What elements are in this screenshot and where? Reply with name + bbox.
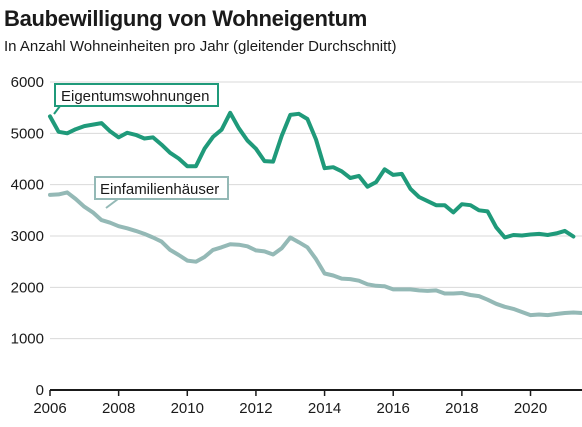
- grid-lines: [50, 81, 582, 340]
- einfamilien-callout-pointer: [105, 198, 119, 209]
- y-tick-label-3000: 3000: [11, 228, 44, 245]
- chart-subtitle: In Anzahl Wohneinheiten pro Jahr (gleite…: [4, 38, 397, 55]
- x-tick-label-2014: 2014: [308, 400, 341, 417]
- einfamilien-callout-label: Einfamilienhäuser: [100, 181, 219, 198]
- x-tick-label-2008: 2008: [102, 400, 135, 417]
- eigentum-callout-label: Eigentumswohnungen: [61, 88, 209, 105]
- eigentum-callout-box: [54, 83, 219, 107]
- x-tick-label-2018: 2018: [445, 400, 478, 417]
- annotation-callouts: Eigentumswohnungen Einfamilienhäuser: [53, 83, 229, 209]
- eigentumswohnungen-line: [48, 110, 576, 240]
- y-tick-label-6000: 6000: [11, 74, 44, 91]
- series-lines: [48, 110, 582, 318]
- x-tick-label-2016: 2016: [377, 400, 410, 417]
- x-tick-label-2006: 2006: [33, 400, 66, 417]
- y-tick-label-5000: 5000: [11, 125, 44, 142]
- x-tick-label-2010: 2010: [171, 400, 204, 417]
- x-tick-label-2012: 2012: [239, 400, 272, 417]
- chart-title: Baubewilligung von Wohneigentum: [4, 6, 368, 31]
- y-tick-label-2000: 2000: [11, 279, 44, 296]
- x-tick-label-2020: 2020: [514, 400, 547, 417]
- eigentum-callout-pointer: [53, 105, 61, 115]
- einfamilienhaeuser-line: [48, 190, 582, 318]
- einfamilien-callout-box: [94, 176, 229, 200]
- y-tick-label-4000: 4000: [11, 177, 44, 194]
- x-axis: 2006 2008 2010 2012 2014 2016 2018 2020: [33, 389, 582, 417]
- y-tick-label-1000: 1000: [11, 331, 44, 348]
- y-tick-label-0: 0: [36, 382, 44, 399]
- y-axis-ticks: 0 1000 2000 3000 4000 5000 6000: [11, 74, 44, 399]
